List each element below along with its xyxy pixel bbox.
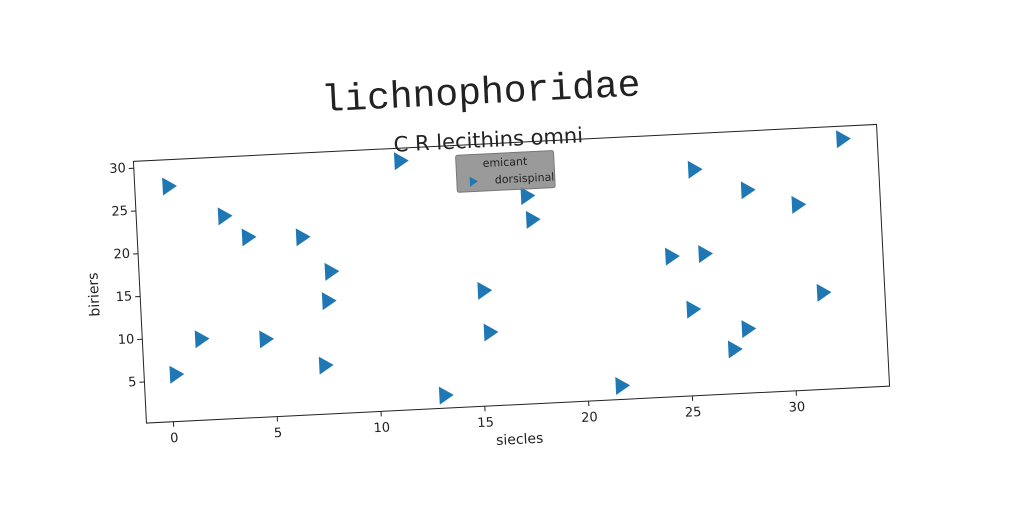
legend-title: emicant	[482, 155, 528, 170]
point	[525, 210, 541, 229]
x-axis-label: siecles	[496, 431, 544, 449]
point	[318, 356, 334, 375]
point	[241, 228, 257, 247]
point	[686, 300, 702, 319]
chart-title: lichnophoridae	[321, 64, 642, 123]
point	[295, 228, 311, 247]
y-tick-label: 25	[111, 204, 128, 220]
point	[321, 292, 337, 311]
chart-body: lichnophoridae C R lecithins omni siecle…	[85, 64, 891, 449]
point	[791, 195, 807, 214]
point	[169, 365, 185, 384]
x-tick-label: 20	[581, 410, 598, 426]
point	[727, 340, 743, 359]
y-tick-label: 15	[115, 289, 132, 305]
x-tick-label: 25	[685, 405, 702, 421]
x-tick-label: 30	[788, 400, 805, 416]
point	[217, 207, 233, 226]
point	[665, 247, 680, 266]
legend-box	[455, 150, 556, 193]
point	[615, 377, 631, 395]
y-tick-label: 30	[109, 161, 126, 177]
point	[477, 281, 493, 300]
point	[741, 320, 757, 339]
x-tick-label: 15	[477, 415, 494, 431]
point	[520, 187, 536, 206]
point	[259, 330, 275, 349]
x-tick-label: 5	[274, 426, 283, 441]
y-tick-label: 10	[117, 332, 134, 348]
legend-marker	[469, 176, 478, 187]
point	[162, 177, 177, 196]
y-tick-label: 5	[128, 375, 137, 390]
point	[483, 323, 499, 342]
point	[438, 386, 454, 405]
point	[816, 283, 832, 302]
point	[740, 181, 756, 200]
point	[698, 245, 714, 264]
point	[324, 262, 340, 281]
plot-frame	[132, 123, 891, 424]
point	[687, 160, 703, 179]
point	[194, 330, 210, 349]
x-tick-label: 10	[373, 420, 390, 436]
y-tick-label: 20	[113, 247, 130, 263]
x-tick-label: 0	[170, 431, 179, 446]
y-axis-label: biriers	[85, 272, 103, 317]
point	[393, 152, 409, 171]
legend-label: dorsispinal	[494, 171, 554, 187]
point	[836, 130, 851, 149]
